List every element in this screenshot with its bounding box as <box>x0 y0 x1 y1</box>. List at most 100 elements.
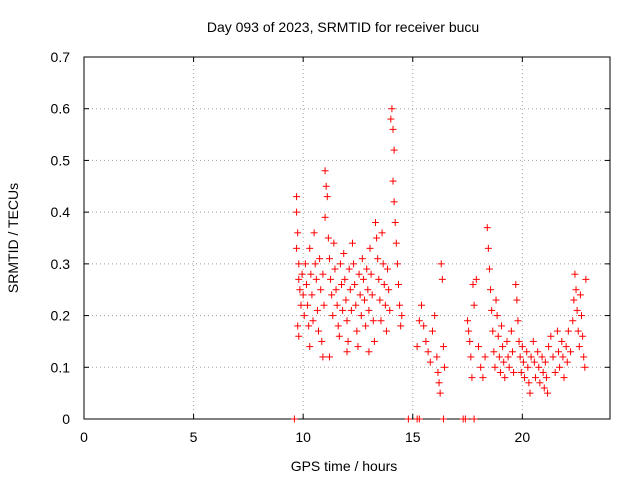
data-point <box>434 368 442 376</box>
data-point <box>562 343 570 351</box>
data-point <box>318 337 326 345</box>
data-point <box>366 244 374 252</box>
data-point <box>469 281 477 289</box>
data-point <box>563 358 571 366</box>
data-point <box>373 234 381 242</box>
y-tick-label: 0.1 <box>51 359 71 375</box>
data-point <box>420 322 428 330</box>
data-point <box>376 296 384 304</box>
data-point <box>490 348 498 356</box>
y-tick-label: 0.5 <box>51 152 71 168</box>
data-point <box>315 327 323 335</box>
data-point <box>428 327 436 335</box>
data-point <box>466 337 474 345</box>
data-point <box>340 250 348 258</box>
y-axis-label: SRMTID / TECUs <box>5 183 21 293</box>
data-point <box>498 322 506 330</box>
data-point <box>530 358 538 366</box>
data-point <box>301 260 309 268</box>
data-point <box>479 374 487 382</box>
data-point <box>316 255 324 263</box>
data-point <box>364 286 372 294</box>
data-point <box>325 353 333 361</box>
data-point <box>576 291 584 299</box>
data-point <box>493 312 501 320</box>
data-point <box>338 281 346 289</box>
data-point <box>325 255 333 263</box>
data-point <box>336 260 344 268</box>
data-point <box>317 286 325 294</box>
data-point <box>321 213 329 221</box>
data-point <box>365 306 373 314</box>
y-tick-label: 0.7 <box>51 49 71 65</box>
data-point <box>375 275 383 283</box>
data-point <box>535 363 543 371</box>
data-point <box>290 415 298 423</box>
data-point <box>549 353 557 361</box>
data-point <box>380 281 388 289</box>
data-point <box>404 415 412 423</box>
data-point <box>310 229 318 237</box>
data-point <box>499 343 507 351</box>
data-point <box>433 353 441 361</box>
data-point <box>483 224 491 232</box>
data-point <box>388 105 396 113</box>
tick-labels: 0 5 10 15 20 0 0.1 0.2 0.3 0.4 0.5 0.6 0.7 <box>51 49 531 445</box>
data-point <box>335 332 343 340</box>
data-point <box>542 374 550 382</box>
data-point <box>507 327 515 335</box>
data-point <box>370 337 378 345</box>
data-point <box>439 415 447 423</box>
data-point <box>343 317 351 325</box>
data-point <box>395 281 403 289</box>
data-point <box>426 358 434 366</box>
data-point <box>495 353 503 361</box>
data-point <box>334 322 342 330</box>
data-point <box>389 125 397 133</box>
data-point <box>504 353 512 361</box>
data-point <box>308 291 316 299</box>
data-point <box>371 218 379 226</box>
data-point <box>510 368 518 376</box>
data-point <box>329 312 337 320</box>
data-point <box>323 193 331 201</box>
data-point <box>578 312 586 320</box>
data-point <box>569 317 577 325</box>
data-point <box>560 374 568 382</box>
data-point <box>389 177 397 185</box>
x-tick-label: 5 <box>190 429 198 445</box>
data-point <box>348 239 356 247</box>
data-point <box>488 306 496 314</box>
data-point <box>441 363 449 371</box>
data-point <box>516 353 524 361</box>
data-point <box>570 296 578 304</box>
data-series <box>290 105 590 423</box>
data-point <box>382 327 390 335</box>
x-tick-label: 0 <box>80 429 88 445</box>
data-point <box>298 270 306 278</box>
data-point <box>484 244 492 252</box>
data-point <box>319 270 327 278</box>
data-point <box>377 317 385 325</box>
data-point <box>304 301 312 309</box>
data-point <box>514 317 522 325</box>
data-point <box>379 260 387 268</box>
data-point <box>544 389 552 397</box>
data-point <box>381 301 389 309</box>
data-point <box>393 260 401 268</box>
data-point <box>299 291 307 299</box>
data-point <box>572 286 580 294</box>
data-point <box>320 301 328 309</box>
data-point <box>519 358 527 366</box>
data-point <box>438 275 446 283</box>
data-point <box>361 296 369 304</box>
data-point <box>354 343 362 351</box>
data-point <box>295 260 303 268</box>
data-point <box>378 229 386 237</box>
data-point <box>437 260 445 268</box>
data-point <box>322 182 330 190</box>
data-point <box>436 389 444 397</box>
data-point <box>539 368 547 376</box>
data-point <box>374 255 382 263</box>
